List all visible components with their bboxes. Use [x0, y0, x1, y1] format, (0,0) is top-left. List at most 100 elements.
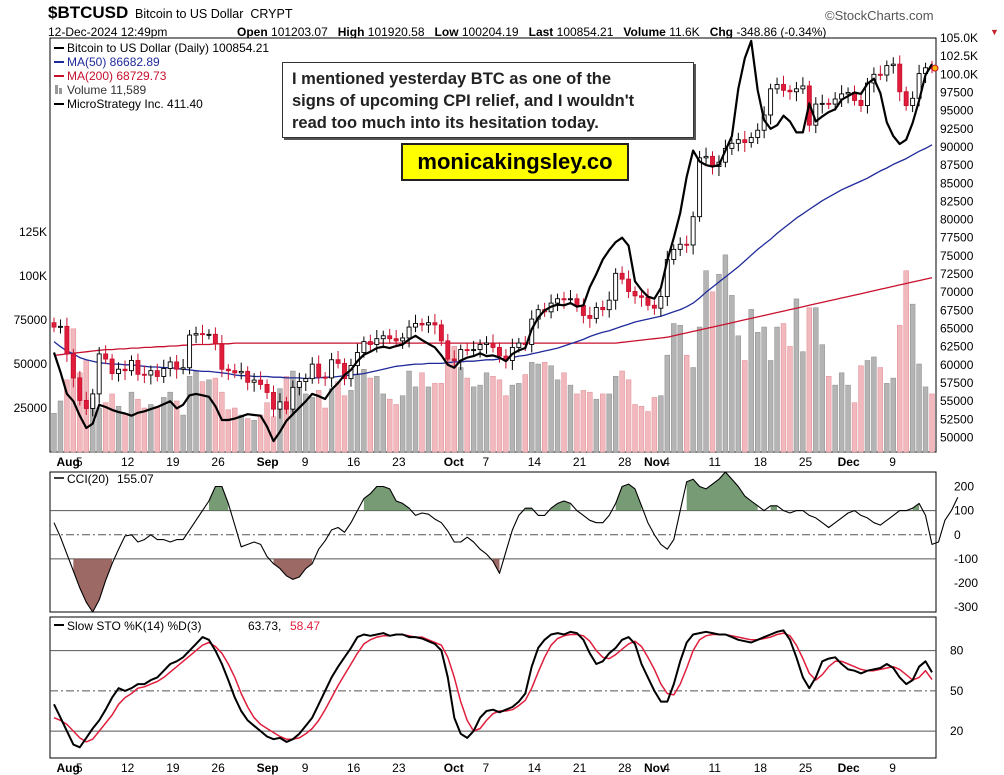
volume-label: Volume	[623, 25, 666, 39]
candle-body	[490, 342, 496, 348]
price-tick-label: 50000	[940, 430, 974, 444]
volume-bar	[251, 420, 257, 453]
volume-bar	[102, 402, 109, 453]
volume-bar	[793, 298, 800, 453]
annotation-line: I mentioned yesterday BTC as one of the	[292, 70, 612, 88]
volume-bar	[380, 393, 386, 453]
volume-bar	[199, 381, 206, 453]
candle-body	[742, 139, 748, 144]
candle-body	[425, 322, 431, 326]
x-tick-label: 9	[889, 761, 896, 775]
candle-body	[800, 85, 806, 90]
candle-body	[393, 338, 399, 342]
candle-body	[277, 401, 283, 410]
price-tick-label: 92500	[940, 122, 974, 136]
volume-bar	[148, 404, 154, 453]
candle-body	[445, 340, 451, 360]
volume-bar	[916, 363, 922, 453]
volume-bar	[561, 372, 567, 453]
candle-body	[432, 322, 438, 326]
price-tick-label: 75000	[940, 249, 974, 263]
volume-bar	[619, 370, 625, 453]
x-tick-label: 28	[618, 761, 632, 775]
volume-bar	[503, 395, 509, 453]
sto-legend-k: 63.73,	[248, 619, 281, 633]
candle-body	[335, 359, 341, 364]
x-tick-label: Oct	[444, 455, 464, 469]
candle-body	[129, 360, 134, 372]
candle-body	[639, 295, 644, 298]
volume-bar	[606, 393, 612, 453]
high-label: High	[337, 25, 365, 39]
legend-swatch	[55, 85, 58, 94]
legend-entry: Volume 11,589	[67, 83, 146, 97]
ma50-line	[53, 144, 933, 380]
price-tick-label: 52500	[940, 412, 974, 426]
low-value: 100204.19	[461, 25, 519, 39]
cci-shade	[273, 558, 313, 580]
volume-bar	[780, 323, 787, 453]
candle-body	[645, 296, 651, 306]
volume-bar	[70, 328, 77, 453]
volume-bar	[709, 291, 716, 453]
volume-bar	[51, 413, 57, 453]
candle-body	[374, 338, 380, 345]
candle-body	[58, 325, 63, 328]
candle-body	[477, 344, 483, 351]
volume-bar	[335, 381, 341, 453]
x-tick-label: 26	[211, 761, 225, 775]
cci-tick-label: 200	[954, 479, 974, 493]
volume-bar	[548, 365, 554, 453]
sto-legend-d: 58.47	[290, 619, 320, 633]
volume-bar	[529, 361, 535, 453]
volume-bar	[96, 407, 102, 453]
symbol-title: $BTCUSD	[48, 3, 129, 22]
candle-body	[212, 333, 218, 345]
candle-body	[245, 370, 251, 383]
cci-shade	[770, 505, 778, 511]
volume-bar	[464, 377, 470, 453]
x-tick-label: 26	[211, 455, 225, 469]
cci-tick-label: -100	[954, 552, 978, 566]
candle-body	[174, 361, 180, 370]
volume-bar	[490, 376, 496, 453]
cci-shade	[208, 486, 229, 511]
volume-bar	[890, 377, 896, 453]
candle-body	[651, 304, 657, 309]
volume-bar	[632, 404, 638, 453]
candle-body	[787, 89, 793, 93]
candle-body	[903, 91, 909, 106]
volume-bar	[838, 372, 845, 453]
x-tick-label: 18	[754, 455, 768, 469]
candle-body	[632, 291, 638, 297]
stockcharts-logo[interactable]: ©StockCharts.com	[825, 8, 934, 23]
volume-bar	[232, 407, 238, 453]
candle-body	[77, 377, 83, 401]
candle-body	[464, 349, 470, 352]
volume-bar	[761, 326, 767, 453]
volume-bar	[115, 405, 122, 453]
volume-bar	[832, 384, 838, 453]
sto-panel	[49, 616, 937, 759]
volume-bar	[587, 391, 593, 453]
candle-body	[729, 142, 735, 149]
volume-bar	[470, 386, 477, 453]
volume-bar	[600, 393, 606, 453]
volume-bar	[516, 383, 522, 453]
price-tick-label: 82500	[940, 194, 974, 208]
volume-bar	[483, 372, 490, 453]
volume-bar	[374, 376, 380, 453]
candle-body	[161, 368, 167, 377]
volume-bar	[800, 351, 806, 453]
volume-bar	[638, 405, 645, 453]
volume-bar	[612, 376, 619, 453]
candle-body	[316, 363, 322, 378]
sto-tick-label: 80	[950, 644, 964, 658]
volume-bar	[903, 270, 909, 453]
candle-body	[258, 379, 264, 385]
price-tick-label: 80000	[940, 213, 974, 227]
price-tick-label: 65000	[940, 322, 974, 336]
cci-tick-label: 0	[954, 528, 961, 542]
volume-bar	[154, 405, 160, 453]
volume-bar	[277, 388, 283, 453]
